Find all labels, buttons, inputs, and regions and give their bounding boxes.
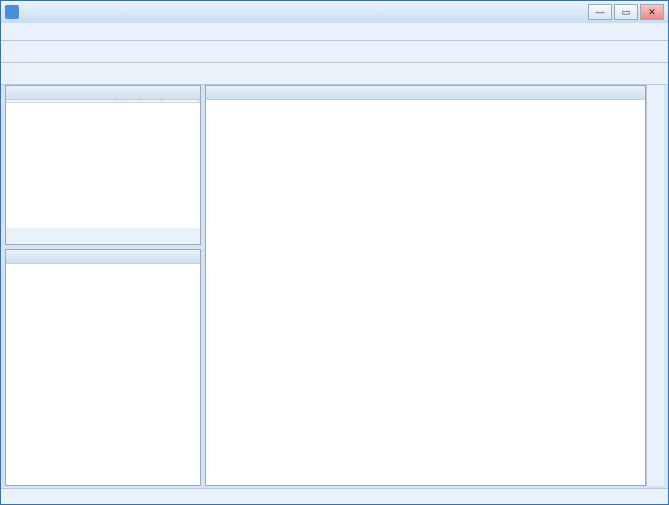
- maximize-button[interactable]: ▭: [614, 4, 638, 20]
- close-button[interactable]: ✕: [640, 4, 664, 20]
- info-panel: [5, 249, 201, 486]
- col-range[interactable]: [162, 100, 200, 102]
- titlebar: — ▭ ✕: [1, 1, 668, 23]
- app-icon: [5, 5, 19, 19]
- toolbar-2: [1, 63, 668, 85]
- status-bar: [1, 488, 668, 504]
- main-area: [5, 85, 664, 486]
- col-channels[interactable]: [6, 100, 116, 102]
- right-toolbar: [646, 85, 664, 486]
- chart-area: [205, 85, 646, 486]
- channels-panel: [5, 85, 201, 245]
- toolbar-1: [1, 41, 668, 63]
- chart-title: [206, 86, 645, 100]
- channel-tabs: [6, 228, 200, 244]
- menubar: [1, 23, 668, 41]
- info-body: [6, 264, 200, 485]
- channels-panel-title: [6, 86, 200, 100]
- col-path[interactable]: [116, 100, 140, 102]
- minimize-button[interactable]: —: [588, 4, 612, 20]
- fft-chart[interactable]: [206, 100, 645, 485]
- left-sidebar: [5, 85, 201, 486]
- channels-tree: [6, 103, 200, 228]
- col-bw[interactable]: [140, 100, 162, 102]
- info-panel-title: [6, 250, 200, 264]
